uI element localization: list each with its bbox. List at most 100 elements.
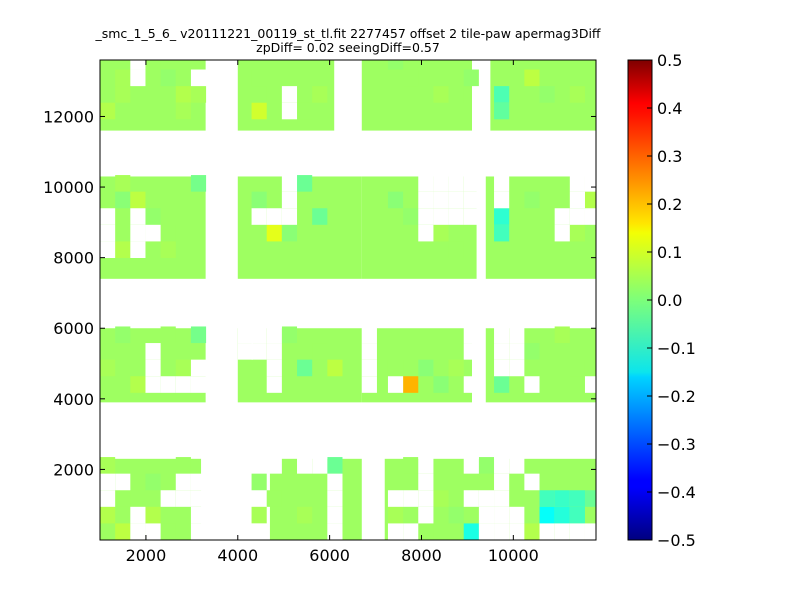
heatmap-empty-cell <box>266 326 282 344</box>
colorbar-tick-label: 0.4 <box>657 99 682 118</box>
heatmap-empty-cell <box>327 506 343 524</box>
heatmap-empty-cell <box>387 376 404 393</box>
heatmap-empty-cell <box>478 490 495 507</box>
heatmap-empty-cell <box>494 490 510 507</box>
heatmap-empty-cell <box>509 326 525 344</box>
heatmap-empty-cell <box>494 343 510 360</box>
heatmap-empty-cell <box>266 457 282 474</box>
heatmap-cell <box>433 86 449 103</box>
heatmap-empty-cell <box>312 457 328 474</box>
heatmap-cell <box>387 359 404 377</box>
heatmap-empty-cell <box>509 506 525 524</box>
heatmap-cell <box>463 69 479 87</box>
heatmap-empty-cell <box>418 191 434 209</box>
heatmap-cell <box>584 191 596 209</box>
heatmap-cell <box>145 60 161 70</box>
heatmap-empty-cell <box>190 523 207 540</box>
heatmap-cell <box>403 69 419 87</box>
heatmap-empty-cell <box>100 224 116 242</box>
heatmap-empty-cell <box>494 473 510 491</box>
heatmap-empty-cell <box>175 473 191 491</box>
heatmap-cell <box>569 359 585 377</box>
heatmap-cell <box>554 490 570 507</box>
heatmap-cell <box>115 175 131 192</box>
y-tick-label: 2000 <box>53 460 94 479</box>
heatmap-cell <box>569 490 585 507</box>
heatmap-cell <box>403 208 419 225</box>
colorbar-tick-label: −0.5 <box>657 531 696 550</box>
heatmap-empty-cell <box>130 506 146 524</box>
heatmap-empty-cell <box>584 376 596 393</box>
heatmap-empty-cell <box>100 241 116 258</box>
heatmap-empty-cell <box>130 208 146 225</box>
heatmap-empty-cell <box>403 490 419 507</box>
heatmap-empty-cell <box>190 376 207 393</box>
heatmap-cell <box>327 457 343 474</box>
heatmap-cell <box>312 86 328 103</box>
heatmap-cell <box>569 224 585 242</box>
heatmap-cell <box>297 359 313 377</box>
heatmap-empty-cell <box>494 359 510 377</box>
heatmap-cell <box>266 224 282 242</box>
axis-ticks: 2000 4000 6000 8000 10000 2000 4000 6000 8000 100… <box>43 60 596 565</box>
heatmap-empty-cell <box>297 457 313 474</box>
heatmap-cells <box>100 60 596 540</box>
heatmap-empty-cell <box>463 376 479 393</box>
heatmap-cell <box>145 208 161 225</box>
heatmap-empty-cell <box>418 224 434 242</box>
heatmap-cell <box>251 473 267 491</box>
heatmap-cell <box>433 376 449 393</box>
heatmap-empty-cell <box>251 343 267 360</box>
heatmap-empty-cell <box>387 490 404 507</box>
heatmap-empty-cell <box>281 191 298 209</box>
heatmap-empty-cell <box>327 523 343 540</box>
heatmap-empty-cell <box>524 376 540 393</box>
heatmap-cell <box>539 490 555 507</box>
heatmap-empty-cell <box>554 208 570 225</box>
heatmap-cell <box>387 191 404 209</box>
heatmap-cell <box>448 359 464 377</box>
heatmap-empty-cell <box>130 523 146 540</box>
heatmap-cell <box>266 86 282 103</box>
heatmap-cell <box>584 490 596 507</box>
heatmap-cell <box>266 490 282 507</box>
heatmap-empty-cell <box>418 490 434 507</box>
heatmap-empty-cell <box>569 523 585 540</box>
heatmap-cell <box>463 523 479 540</box>
heatmap-cell <box>145 506 161 524</box>
heatmap-cell <box>297 175 313 192</box>
y-tick-label: 8000 <box>53 249 94 268</box>
colorbar-tick-label: 0.2 <box>657 195 682 214</box>
heatmap-cell <box>175 457 191 474</box>
heatmap-cell <box>403 376 419 393</box>
heatmap-empty-cell <box>494 191 510 209</box>
colorbar-tick-label: 0.0 <box>657 291 682 310</box>
heatmap-cell <box>554 326 570 344</box>
heatmap-cell <box>387 506 404 524</box>
colorbar-tick-label: 0.5 <box>657 51 682 70</box>
heatmap-cell <box>312 343 328 360</box>
chart-subtitle: zpDiff= 0.02 seeingDiff=0.57 <box>256 40 440 55</box>
heatmap-empty-cell <box>524 473 540 491</box>
heatmap-cell <box>160 523 176 540</box>
heatmap-empty-cell <box>327 473 343 491</box>
heatmap-cell <box>115 191 131 209</box>
heatmap-empty-cell <box>463 457 479 474</box>
heatmap-cell <box>494 102 510 120</box>
heatmap-empty-cell <box>190 473 207 491</box>
heatmap-empty-cell <box>494 457 510 474</box>
heatmap-empty-cell <box>494 523 510 540</box>
heatmap-empty-cell <box>251 523 267 540</box>
heatmap-empty-cell <box>130 69 146 87</box>
heatmap-empty-cell <box>190 490 207 507</box>
heatmap-empty-cell <box>251 208 267 225</box>
heatmap-cell <box>312 208 328 225</box>
heatmap-empty-cell <box>145 359 161 377</box>
heatmap-cell <box>448 506 464 524</box>
heatmap-empty-cell <box>130 241 146 258</box>
plot-frame <box>99 59 597 541</box>
heatmap-empty-cell <box>100 208 116 225</box>
heatmap-cell <box>494 208 510 225</box>
heatmap-empty-cell <box>554 523 570 540</box>
chart-title: _smc_1_5_6_ v20111221_00119_st_tl.fit 22… <box>95 26 601 41</box>
